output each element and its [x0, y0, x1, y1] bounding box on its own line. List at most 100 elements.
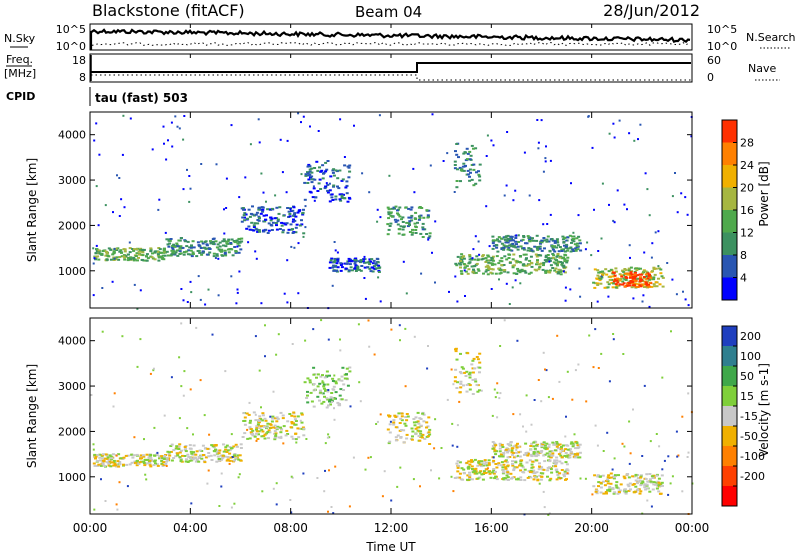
echo-cell — [294, 226, 298, 229]
echo-cell — [471, 367, 475, 370]
echo-cell — [157, 247, 161, 249]
echo-cell — [315, 160, 319, 163]
echo-cell — [522, 264, 526, 267]
echo-cell — [185, 458, 188, 461]
echo-cell — [257, 217, 261, 220]
echo-cell — [652, 483, 656, 486]
scatter-cell — [596, 300, 599, 303]
echo-cell — [468, 254, 472, 256]
echo-cell — [274, 222, 278, 224]
echo-cell — [176, 454, 180, 457]
echo-cell — [217, 459, 221, 462]
echo-cell — [260, 206, 264, 209]
echo-cell — [271, 417, 275, 420]
echo-cell — [500, 453, 503, 456]
scatter-cell — [547, 513, 550, 516]
scatter-cell — [681, 490, 684, 493]
echo-cell — [93, 453, 97, 456]
freq-trace — [91, 62, 691, 73]
scatter-cell — [558, 380, 561, 383]
scatter-cell — [165, 158, 168, 161]
echo-cell — [608, 486, 612, 488]
echo-cell — [304, 174, 308, 177]
echo-cell — [644, 273, 648, 276]
echo-cell — [565, 243, 569, 246]
scatter-cell — [551, 397, 554, 400]
scatter-cell — [618, 119, 621, 122]
echo-cell — [290, 421, 294, 423]
scatter-cell — [123, 206, 126, 209]
echo-cell — [228, 449, 232, 452]
echo-cell — [540, 445, 544, 448]
echo-cell — [504, 467, 508, 470]
echo-cell — [465, 390, 469, 393]
scatter-cell — [565, 239, 568, 242]
echo-cell — [174, 455, 178, 458]
echo-cell — [159, 251, 162, 254]
echo-cell — [340, 375, 344, 378]
echo-cell — [530, 265, 534, 268]
echo-cell — [658, 283, 662, 286]
echo-cell — [155, 453, 159, 456]
echo-cell — [259, 212, 263, 215]
scatter-cell — [247, 241, 250, 244]
echo-cell — [553, 240, 557, 243]
scatter-cell — [339, 349, 342, 352]
echo-cell — [340, 266, 344, 269]
power-echo-cells — [92, 112, 693, 310]
echo-cell — [230, 248, 234, 251]
scatter-cell — [92, 294, 95, 297]
echo-cell — [196, 241, 200, 244]
echo-cell — [549, 264, 553, 267]
echo-cell — [414, 427, 418, 430]
echo-cell — [546, 254, 550, 256]
echo-cell — [126, 259, 130, 262]
echo-cell — [346, 384, 350, 387]
echo-cell — [401, 228, 405, 231]
echo-cell — [326, 390, 330, 393]
echo-cell — [563, 454, 567, 457]
scatter-cell — [494, 396, 497, 399]
echo-cell — [629, 271, 633, 274]
echo-cell — [132, 249, 136, 252]
echo-cell — [353, 260, 357, 263]
echo-cell — [288, 215, 292, 218]
echo-cell — [628, 482, 632, 485]
scatter-cell — [687, 392, 690, 395]
echo-cell — [336, 177, 340, 180]
scatter-cell — [433, 447, 436, 450]
echo-cell — [207, 455, 211, 458]
echo-cell — [570, 441, 574, 444]
echo-cell — [560, 448, 564, 451]
echo-cell — [389, 212, 393, 215]
scatter-cell — [336, 251, 339, 254]
echo-cell — [539, 254, 543, 257]
echo-cell — [257, 208, 261, 211]
scatter-cell — [378, 114, 381, 117]
scatter-cell — [562, 270, 565, 273]
echo-cell — [478, 352, 482, 355]
echo-cell — [609, 472, 613, 475]
echo-cell — [660, 275, 664, 278]
echo-cell — [338, 193, 342, 196]
echo-cell — [473, 470, 477, 473]
echo-cell — [319, 391, 323, 394]
echo-cell — [213, 450, 217, 453]
echo-cell — [109, 248, 113, 251]
colorbar-swatch — [722, 142, 737, 165]
echo-cell — [315, 376, 318, 379]
echo-cell — [113, 464, 117, 467]
echo-cell — [178, 451, 182, 454]
echo-cell — [399, 417, 403, 420]
echo-cell — [459, 261, 463, 264]
scatter-cell — [564, 286, 567, 289]
echo-cell — [515, 261, 519, 264]
echo-cell — [225, 451, 229, 453]
scatter-cell — [203, 414, 206, 417]
echo-cell — [341, 366, 345, 369]
echo-cell — [470, 144, 474, 147]
echo-cell — [152, 464, 156, 467]
colorbar-swatch — [722, 406, 737, 426]
colorbar-tick-label: 15 — [740, 390, 754, 403]
echo-cell — [135, 460, 139, 463]
